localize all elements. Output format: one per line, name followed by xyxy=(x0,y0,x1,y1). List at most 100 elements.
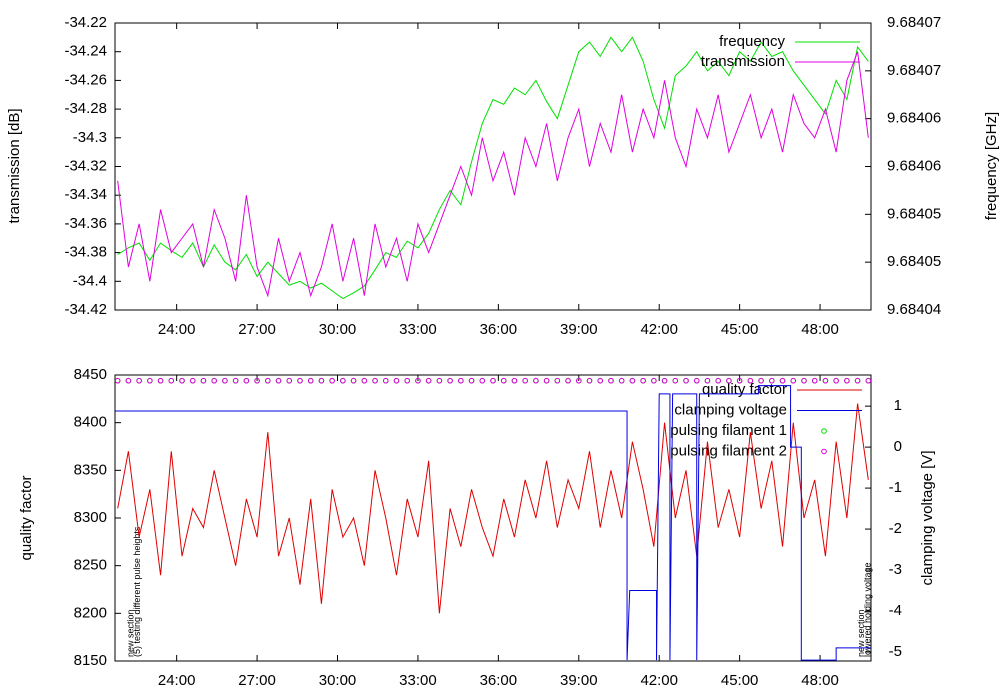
data-point xyxy=(586,377,593,384)
data-point xyxy=(447,377,453,384)
data-point xyxy=(200,377,207,384)
data-point xyxy=(350,377,357,384)
x-tick-label: 39:00 xyxy=(560,672,598,689)
x-tick-label: 45:00 xyxy=(721,672,759,689)
x-tick-label: 30:00 xyxy=(319,672,357,689)
legend-label: pulsing filament 1 xyxy=(670,422,787,439)
data-point xyxy=(844,377,850,384)
series-line xyxy=(115,385,871,661)
data-point xyxy=(114,377,121,384)
data-point xyxy=(275,377,282,384)
y-tick-label: -34.34 xyxy=(64,186,107,203)
data-point xyxy=(189,377,196,384)
y-tick-label: 8450 xyxy=(74,366,107,383)
y-tick-label: 8400 xyxy=(74,414,107,431)
data-point xyxy=(382,377,389,384)
data-point xyxy=(629,377,636,384)
y-tick-label: -34.22 xyxy=(64,14,107,31)
data-point xyxy=(468,377,475,384)
data-point xyxy=(232,377,239,384)
data-point xyxy=(565,377,571,384)
x-tick-label: 27:00 xyxy=(238,321,276,338)
y-tick-label: 8150 xyxy=(74,652,107,669)
data-point xyxy=(715,377,721,384)
data-point xyxy=(693,377,700,384)
annotation: lowered holding voltage xyxy=(863,562,873,657)
data-point xyxy=(436,377,443,384)
y-axis-title: quality factor xyxy=(18,475,35,560)
y2-tick-label: -1 xyxy=(889,479,902,496)
data-point xyxy=(758,377,764,384)
data-point xyxy=(265,377,271,384)
data-point xyxy=(801,377,807,384)
data-point xyxy=(243,377,250,384)
x-tick-label: 36:00 xyxy=(480,321,518,338)
y2-tick-label: -2 xyxy=(889,520,902,537)
data-point xyxy=(211,377,217,384)
data-point xyxy=(329,377,335,384)
y2-tick-label: -3 xyxy=(889,561,902,578)
data-point xyxy=(640,377,646,384)
legend-label: pulsing filament 2 xyxy=(670,442,787,459)
y-tick-label: -34.3 xyxy=(73,129,107,146)
data-point xyxy=(672,377,679,384)
y2-tick-label: 1 xyxy=(894,397,902,414)
x-tick-label: 24:00 xyxy=(158,321,196,338)
legend-label: transmission xyxy=(701,53,785,70)
data-point xyxy=(125,377,132,384)
series-line xyxy=(117,36,869,300)
legend-label: quality factor xyxy=(702,381,787,398)
data-point xyxy=(543,377,550,384)
x-tick-label: 24:00 xyxy=(158,672,196,689)
x-tick-label: 48:00 xyxy=(801,672,839,689)
y-tick-label: -34.38 xyxy=(64,244,107,261)
data-point xyxy=(286,377,293,384)
legend-label: clamping voltage xyxy=(674,401,787,418)
data-point xyxy=(179,377,185,384)
y-axis-title: transmission [dB] xyxy=(6,108,23,223)
x-tick-label: 27:00 xyxy=(238,672,276,689)
data-point xyxy=(554,377,561,384)
data-point xyxy=(372,377,378,384)
data-point xyxy=(254,377,260,384)
data-point xyxy=(704,377,711,384)
data-point xyxy=(425,377,432,384)
data-point xyxy=(854,377,861,384)
data-point xyxy=(307,377,314,384)
data-point xyxy=(865,377,872,384)
legend-label: frequency xyxy=(719,33,785,50)
y-tick-label: 8200 xyxy=(74,604,107,621)
y2-tick-label: -4 xyxy=(889,602,902,619)
y2-tick-label: -5 xyxy=(889,643,902,660)
data-point xyxy=(318,377,325,384)
legend-swatch xyxy=(821,448,827,455)
series-line xyxy=(117,403,869,614)
y-tick-label: 8350 xyxy=(74,461,107,478)
data-point xyxy=(522,377,528,384)
x-tick-label: 36:00 xyxy=(480,672,518,689)
data-point xyxy=(736,377,743,384)
data-point xyxy=(222,377,228,384)
data-point xyxy=(500,377,507,384)
y2-axis-title: clamping voltage [V] xyxy=(919,450,936,585)
data-point xyxy=(811,377,818,384)
y2-tick-label: 9.68405 xyxy=(887,253,941,270)
x-tick-label: 30:00 xyxy=(319,321,357,338)
data-point xyxy=(415,377,421,384)
x-tick-label: 33:00 xyxy=(399,672,437,689)
x-tick-label: 48:00 xyxy=(801,321,839,338)
data-point xyxy=(404,377,411,384)
data-point xyxy=(361,377,368,384)
data-point xyxy=(833,377,839,384)
data-point xyxy=(157,377,164,384)
y2-tick-label: 9.68406 xyxy=(887,110,941,127)
data-point xyxy=(618,377,625,384)
y2-tick-label: 9.68406 xyxy=(887,157,941,174)
annotation: new section xyxy=(856,609,866,657)
y2-tick-label: 0 xyxy=(894,438,902,455)
data-point xyxy=(490,377,496,384)
y-tick-label: -34.36 xyxy=(64,215,107,232)
data-point xyxy=(393,377,400,384)
y-tick-label: -34.42 xyxy=(64,301,107,318)
